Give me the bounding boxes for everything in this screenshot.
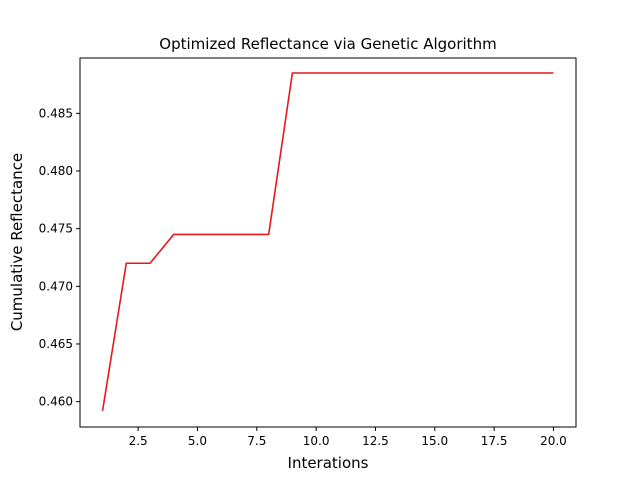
y-tick-label: 0.475 [39,222,73,236]
x-axis-label: Interations [288,454,369,472]
x-tick-label: 17.5 [481,434,508,448]
x-tick-label: 10.0 [303,434,330,448]
y-axis-label: Cumulative Reflectance [8,153,26,331]
y-tick-label: 0.480 [39,164,73,178]
plot-area: 2.5 5.0 7.5 10.0 12.5 15.0 17.5 20.0 0.460 0.465 0… [39,57,577,448]
y-tick-label: 0.485 [39,106,73,120]
x-tick-label: 5.0 [188,434,207,448]
axes-frame [79,57,577,428]
series-line-0 [101,72,554,411]
x-tick-label: 2.5 [129,434,148,448]
x-tick-label: 15.0 [421,434,448,448]
chart-title: Optimized Reflectance via Genetic Algori… [159,35,496,53]
x-tick-label: 7.5 [247,434,266,448]
y-tick-label: 0.465 [39,337,73,351]
y-tick-label: 0.460 [39,395,73,409]
x-tick-label: 20.0 [540,434,567,448]
y-tick-label: 0.470 [39,279,73,293]
x-tick-label: 12.5 [362,434,389,448]
